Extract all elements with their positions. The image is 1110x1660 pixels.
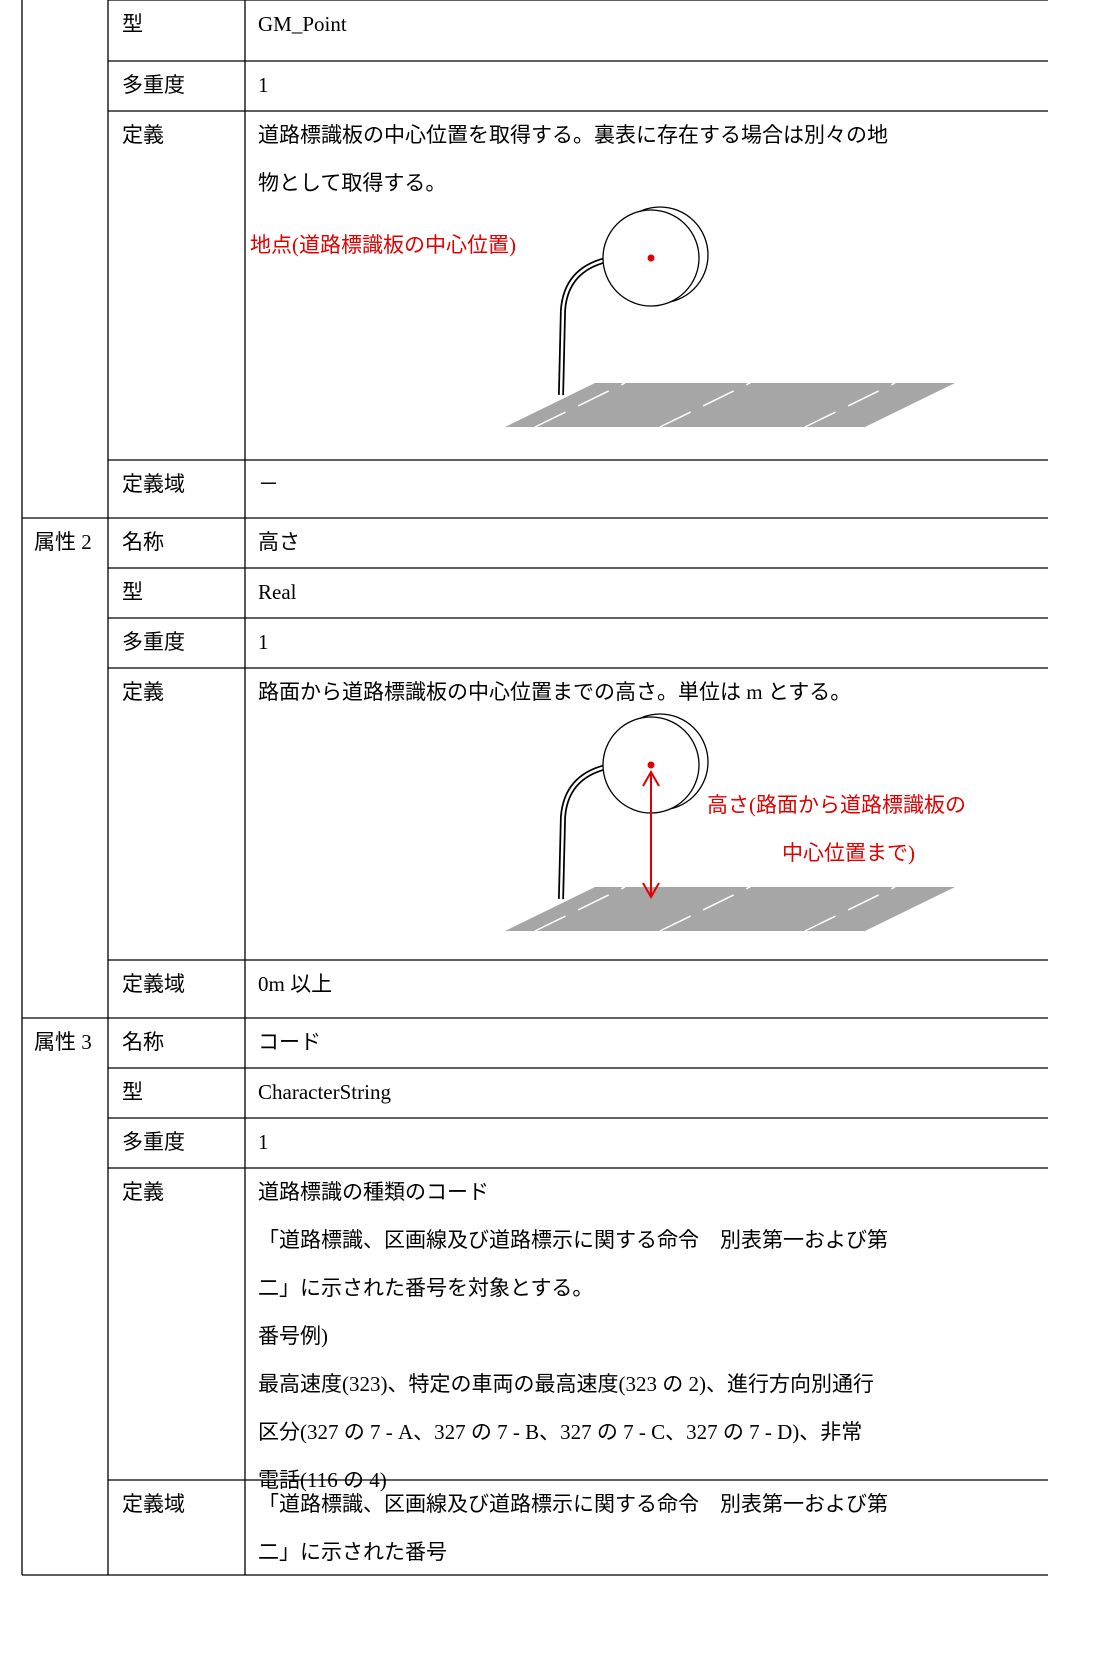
- field-value: 電話(116 の 4): [258, 1468, 387, 1492]
- field-value: 1: [258, 73, 269, 97]
- center-point: [647, 761, 655, 769]
- field-name: 定義域: [122, 972, 185, 996]
- pole: [559, 258, 607, 396]
- field-value: 「道路標識、区画線及び道路標示に関する命令 別表第一および第: [258, 1492, 888, 1516]
- center-point: [647, 254, 655, 262]
- pole: [558, 257, 607, 396]
- field-name: 型: [122, 1080, 143, 1104]
- field-name: 定義: [122, 123, 164, 147]
- field-value: 道路標識の種類のコード: [258, 1180, 489, 1204]
- field-name: 定義: [122, 680, 164, 704]
- field-value: コード: [258, 1030, 321, 1054]
- field-value: 区分(327 の 7 - A、327 の 7 - B、327 の 7 - C、3…: [258, 1420, 863, 1444]
- field-value: CharacterString: [258, 1080, 391, 1104]
- field-name: 型: [122, 12, 143, 36]
- pole: [559, 765, 607, 900]
- lane-mark: [804, 886, 896, 932]
- figure-label: 高さ(路面から道路標識板の: [707, 793, 966, 817]
- field-value: 路面から道路標識板の中心位置までの高さ。単位は m とする。: [258, 680, 852, 704]
- attribute-label: 属性 2: [34, 530, 92, 554]
- field-value: 物として取得する。: [258, 171, 447, 195]
- figure-label: 地点(道路標識板の中心位置): [250, 233, 516, 257]
- field-value: 0m 以上: [258, 972, 333, 996]
- field-value: 1: [258, 1130, 269, 1154]
- field-name: 多重度: [122, 73, 185, 97]
- field-value: 番号例): [258, 1324, 328, 1348]
- field-name: 定義域: [122, 1492, 185, 1516]
- lane-mark: [659, 382, 751, 428]
- field-value: 高さ: [258, 530, 300, 554]
- field-name: 名称: [122, 530, 164, 554]
- lane-mark: [804, 382, 896, 428]
- field-name: 型: [122, 580, 143, 604]
- field-value: －: [258, 472, 279, 496]
- field-value: GM_Point: [258, 12, 347, 36]
- field-name: 名称: [122, 1030, 164, 1054]
- field-value: 二」に示された番号を対象とする。: [258, 1276, 594, 1300]
- field-value: 最高速度(323)、特定の車両の最高速度(323 の 2)、進行方向別通行: [258, 1372, 874, 1396]
- attribute-label: 属性 3: [34, 1030, 92, 1054]
- lane-mark: [534, 382, 626, 428]
- road: [505, 887, 955, 931]
- field-value: 「道路標識、区画線及び道路標示に関する命令 別表第一および第: [258, 1228, 888, 1252]
- lane-mark: [534, 886, 626, 932]
- lane-mark: [659, 886, 751, 932]
- figure-label: 中心位置まで): [782, 841, 915, 865]
- pole: [558, 764, 607, 900]
- field-value: 道路標識板の中心位置を取得する。裏表に存在する場合は別々の地: [258, 123, 888, 147]
- field-name: 多重度: [122, 1130, 185, 1154]
- arrow-head: [642, 769, 660, 900]
- field-value: Real: [258, 580, 297, 604]
- field-name: 定義: [122, 1180, 164, 1204]
- field-name: 多重度: [122, 630, 185, 654]
- field-value: 1: [258, 630, 269, 654]
- field-name: 定義域: [122, 472, 185, 496]
- road: [505, 383, 955, 427]
- field-value: 二」に示された番号: [258, 1540, 447, 1564]
